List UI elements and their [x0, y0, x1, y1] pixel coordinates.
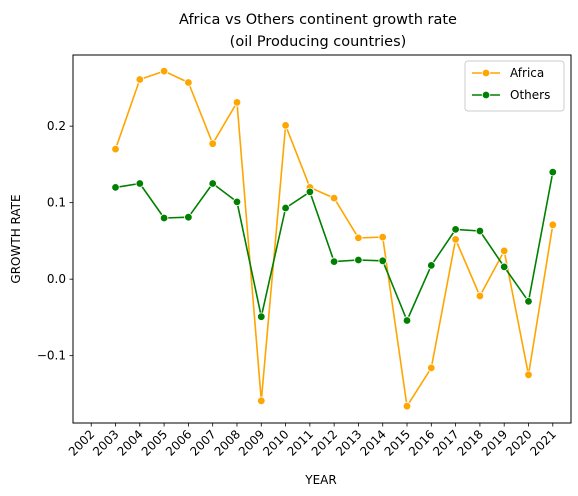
legend-marker-africa — [481, 68, 491, 78]
data-point-others — [451, 225, 460, 234]
data-point-africa — [232, 98, 242, 107]
data-point-others — [305, 187, 315, 197]
data-point-africa — [281, 121, 290, 130]
data-point-others — [281, 203, 290, 213]
legend: Africa Others — [464, 60, 565, 112]
data-point-africa — [208, 139, 217, 148]
data-point-others — [402, 316, 412, 325]
data-point-others — [111, 183, 120, 192]
data-point-others — [184, 212, 193, 222]
data-point-africa — [257, 396, 266, 405]
data-point-others — [232, 197, 242, 207]
data-point-others — [500, 262, 509, 272]
data-point-africa — [329, 193, 339, 203]
data-point-africa — [159, 66, 169, 76]
data-point-africa — [524, 370, 533, 379]
data-point-others — [524, 297, 533, 306]
data-point-others — [427, 261, 436, 270]
chart-title-line-2: (oil Producing countries) — [230, 34, 407, 50]
legend-label-africa: Africa — [510, 66, 544, 80]
data-point-africa — [451, 235, 460, 244]
data-point-others — [135, 179, 144, 188]
data-point-others — [354, 255, 363, 265]
data-point-others — [548, 167, 557, 177]
plot-area — [111, 66, 557, 411]
legend-label-others: Others — [510, 88, 550, 102]
data-point-others — [159, 213, 169, 223]
y-axis: −0.1 0.0 0.1 0.2 — [37, 119, 73, 363]
data-point-others — [208, 179, 217, 188]
data-point-africa — [111, 144, 120, 154]
data-point-africa — [402, 402, 412, 411]
legend-marker-others — [481, 90, 491, 100]
y-tick-label: 0.2 — [47, 119, 66, 133]
data-point-others — [329, 257, 339, 266]
data-point-africa — [184, 78, 193, 87]
data-point-africa — [475, 291, 485, 301]
y-tick-label: 0.1 — [47, 196, 66, 210]
data-point-africa — [354, 233, 363, 243]
data-point-others — [378, 256, 387, 265]
data-point-africa — [378, 232, 387, 242]
y-tick-label: 0.0 — [47, 272, 66, 286]
y-axis-label: GROWTH RATE — [9, 194, 23, 283]
data-point-africa — [135, 75, 144, 84]
y-tick-label: −0.1 — [37, 349, 66, 363]
data-point-others — [475, 226, 485, 236]
x-axis-label: YEAR — [304, 473, 336, 487]
data-point-others — [257, 312, 266, 321]
chart-title-line-1: Africa vs Others continent growth rate — [179, 12, 457, 28]
axes-frame — [72, 54, 572, 424]
data-point-africa — [548, 220, 557, 229]
data-point-africa — [427, 363, 436, 373]
data-point-africa — [500, 246, 509, 256]
